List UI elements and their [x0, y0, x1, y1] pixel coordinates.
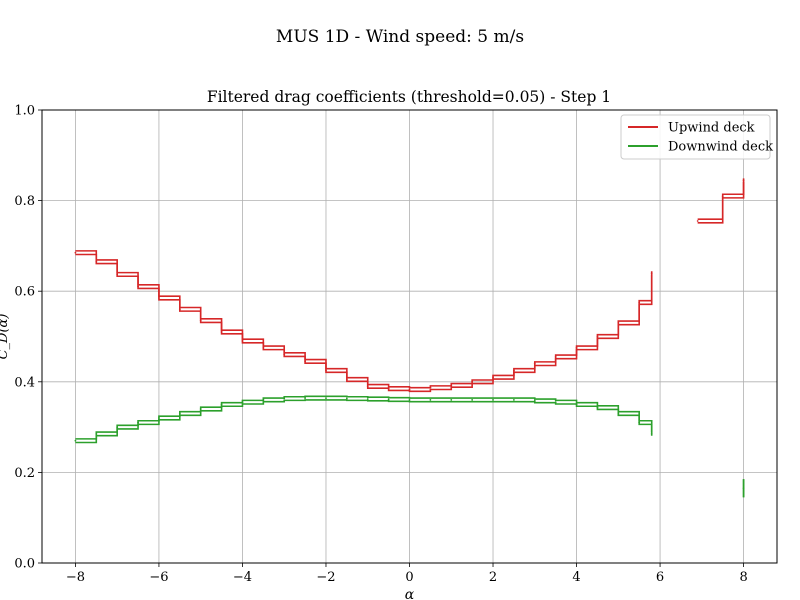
upwind-deck-point: [450, 384, 453, 387]
legend-label-downwind-deck: Downwind deck: [668, 140, 773, 155]
y-tick-label: 0.4: [14, 375, 35, 390]
downwind-deck-point: [137, 421, 139, 424]
upwind-deck-point: [513, 369, 515, 372]
upwind-deck-point: [116, 273, 119, 276]
downwind-deck-point: [158, 417, 160, 419]
upwind-deck-point: [345, 378, 348, 381]
y-axis-label: C_D(α): [0, 314, 11, 360]
x-tick-label: −6: [149, 570, 168, 585]
chart-title: Filtered drag coefficients (threshold=0.…: [207, 88, 611, 106]
downwind-deck-line: [75, 399, 653, 444]
downwind-deck-point: [345, 397, 348, 400]
downwind-deck-point: [596, 406, 599, 409]
figure-suptitle: MUS 1D - Wind speed: 5 m/s: [275, 27, 525, 47]
downwind-deck-point: [74, 439, 77, 442]
downwind-deck-point: [638, 421, 641, 424]
x-tick-label: −2: [316, 570, 335, 585]
upwind-deck-point: [241, 340, 244, 342]
x-tick-label: −8: [66, 570, 85, 585]
upwind-deck-point: [158, 297, 160, 299]
downwind-deck-point: [241, 401, 244, 404]
upwind-deck-point: [262, 346, 265, 349]
upwind-deck-line: [75, 253, 653, 393]
x-tick-label: 2: [489, 570, 497, 585]
upwind-deck-point: [554, 355, 557, 358]
y-tick-label: 0.0: [14, 557, 35, 572]
upwind-deck-point: [137, 285, 139, 288]
series-layer: [74, 178, 745, 498]
downwind-deck-line: [75, 395, 653, 440]
upwind-deck-line: [75, 250, 653, 389]
downwind-deck-point: [450, 399, 453, 401]
grid: [42, 109, 777, 564]
upwind-deck-point: [650, 272, 653, 274]
x-tick-label: 4: [572, 570, 580, 585]
downwind-deck-point: [575, 403, 578, 406]
downwind-deck-point: [262, 399, 265, 401]
downwind-deck-point: [742, 487, 745, 490]
downwind-deck-point: [220, 403, 223, 406]
upwind-deck-point: [366, 385, 369, 388]
downwind-deck-point: [116, 426, 119, 428]
downwind-deck-point: [366, 398, 369, 400]
upwind-deck-point: [533, 362, 536, 365]
downwind-deck-point: [554, 401, 557, 404]
downwind-deck-point: [650, 432, 653, 435]
downwind-deck-point: [95, 432, 98, 435]
upwind-deck-point: [596, 335, 599, 338]
downwind-deck-point: [429, 399, 432, 401]
upwind-deck-point: [471, 380, 474, 383]
y-tick-label: 0.8: [14, 194, 35, 209]
x-axis-label: α: [405, 587, 415, 600]
downwind-deck-point: [533, 399, 536, 402]
x-tick-label: −4: [233, 570, 252, 585]
downwind-deck-point: [408, 399, 411, 401]
x-tick-label: 0: [405, 570, 413, 585]
y-tick-label: 0.2: [14, 466, 35, 481]
legend-box: [620, 114, 771, 160]
upwind-deck-point: [617, 322, 620, 324]
upwind-deck-line: [697, 178, 745, 220]
y-tick-label: 1.0: [14, 104, 35, 119]
upwind-deck-point: [429, 386, 432, 389]
upwind-deck-point: [721, 195, 724, 197]
downwind-deck-point: [304, 397, 306, 400]
upwind-deck-point: [492, 376, 494, 379]
upwind-deck-point: [408, 388, 411, 391]
x-tick-label: 6: [656, 570, 664, 585]
axis-ticks: −8 −6 −4 −2 0 2 4 6 8 0.0 0.2 0.4 0.6 0.8 1.0: [14, 104, 747, 586]
upwind-deck-point: [387, 387, 390, 390]
y-tick-label: 0.6: [14, 285, 35, 300]
upwind-deck-line: [697, 182, 745, 224]
downwind-deck-point: [492, 399, 494, 401]
downwind-deck-point: [471, 399, 474, 401]
downwind-deck-point: [199, 408, 202, 410]
upwind-deck-point: [95, 260, 98, 263]
upwind-deck-point: [199, 319, 202, 322]
upwind-deck-point: [325, 369, 327, 372]
upwind-deck-point: [74, 251, 77, 254]
upwind-deck-point: [638, 301, 641, 304]
downwind-deck-point: [325, 397, 327, 400]
upwind-deck-point: [220, 331, 223, 333]
upwind-deck-point: [178, 308, 181, 311]
downwind-deck-point: [178, 412, 181, 415]
upwind-deck-point: [696, 220, 699, 222]
upwind-deck-point: [575, 346, 578, 349]
downwind-deck-point: [617, 412, 620, 415]
upwind-deck-point: [304, 360, 306, 363]
downwind-deck-point: [513, 399, 515, 401]
downwind-deck-point: [283, 397, 286, 400]
legend: Upwind deck Downwind deck: [620, 114, 773, 160]
upwind-deck-point: [283, 353, 286, 356]
legend-label-upwind-deck: Upwind deck: [668, 121, 755, 136]
downwind-deck-point: [387, 398, 390, 401]
upwind-deck-point: [742, 179, 745, 182]
x-tick-label: 8: [739, 570, 747, 585]
